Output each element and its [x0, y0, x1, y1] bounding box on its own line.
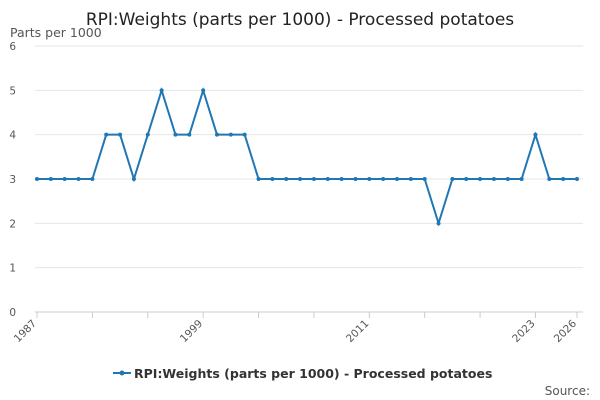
y-axis-ticks: 0 1 2 3 4 5 6 — [9, 41, 16, 319]
data-point[interactable] — [367, 177, 372, 181]
data-point[interactable] — [353, 177, 358, 181]
x-tick-label: 2023 — [510, 318, 537, 345]
data-point[interactable] — [575, 177, 579, 181]
y-tick-label: 4 — [9, 130, 16, 142]
legend-label: RPI:Weights (parts per 1000) - Processed… — [134, 366, 492, 381]
data-point[interactable] — [215, 132, 219, 137]
data-point[interactable] — [547, 177, 552, 181]
data-point[interactable] — [561, 177, 566, 181]
x-axis-ticks: 1987 1999 2011 2023 2026 — [12, 312, 580, 345]
data-point[interactable] — [145, 132, 150, 137]
x-tick-label: 2011 — [344, 318, 371, 345]
y-tick-label: 5 — [9, 85, 16, 97]
data-point[interactable] — [242, 132, 247, 137]
data-point[interactable] — [408, 177, 413, 181]
data-point[interactable] — [464, 177, 469, 181]
data-point[interactable] — [90, 177, 95, 181]
legend[interactable]: RPI:Weights (parts per 1000) - Processed… — [113, 366, 492, 381]
data-point[interactable] — [450, 177, 455, 181]
data-point[interactable] — [325, 177, 330, 181]
x-tick-label: 2026 — [552, 317, 580, 345]
series-line — [37, 86, 577, 227]
data-point[interactable] — [491, 177, 496, 181]
data-point[interactable] — [159, 88, 164, 93]
data-point[interactable] — [284, 177, 289, 181]
data-point[interactable] — [35, 177, 39, 181]
data-point[interactable] — [436, 221, 441, 226]
data-point[interactable] — [173, 132, 178, 137]
y-tick-label: 2 — [9, 218, 16, 230]
data-point[interactable] — [298, 177, 303, 181]
x-tick-label: 1999 — [178, 318, 205, 345]
data-point[interactable] — [48, 177, 53, 181]
data-point[interactable] — [228, 132, 233, 137]
data-point[interactable] — [270, 177, 275, 181]
y-axis-label: Parts per 1000 — [10, 25, 102, 40]
gridlines — [35, 45, 583, 269]
data-point[interactable] — [533, 132, 538, 137]
y-tick-label: 6 — [9, 41, 16, 53]
data-point[interactable] — [187, 132, 192, 137]
data-point[interactable] — [519, 177, 524, 181]
data-point[interactable] — [339, 177, 344, 181]
data-point[interactable] — [505, 177, 510, 181]
data-point[interactable] — [104, 132, 109, 137]
data-point[interactable] — [76, 177, 81, 181]
data-point[interactable] — [256, 177, 261, 181]
y-tick-label: 1 — [9, 263, 16, 275]
y-tick-label: 0 — [9, 307, 16, 319]
data-points — [35, 88, 579, 226]
data-point[interactable] — [201, 88, 206, 93]
data-point[interactable] — [131, 177, 136, 181]
y-tick-label: 3 — [9, 174, 16, 186]
legend-swatch-marker — [119, 370, 125, 376]
data-point[interactable] — [62, 177, 67, 181]
chart-title: RPI:Weights (parts per 1000) - Processed… — [86, 10, 514, 30]
data-point[interactable] — [381, 177, 386, 181]
data-point[interactable] — [395, 177, 399, 181]
data-point[interactable] — [478, 177, 483, 181]
source-label: Source: — [545, 384, 590, 398]
data-point[interactable] — [422, 177, 427, 181]
data-point[interactable] — [311, 177, 316, 181]
x-tick-label: 1987 — [12, 318, 39, 345]
data-point[interactable] — [118, 132, 123, 137]
